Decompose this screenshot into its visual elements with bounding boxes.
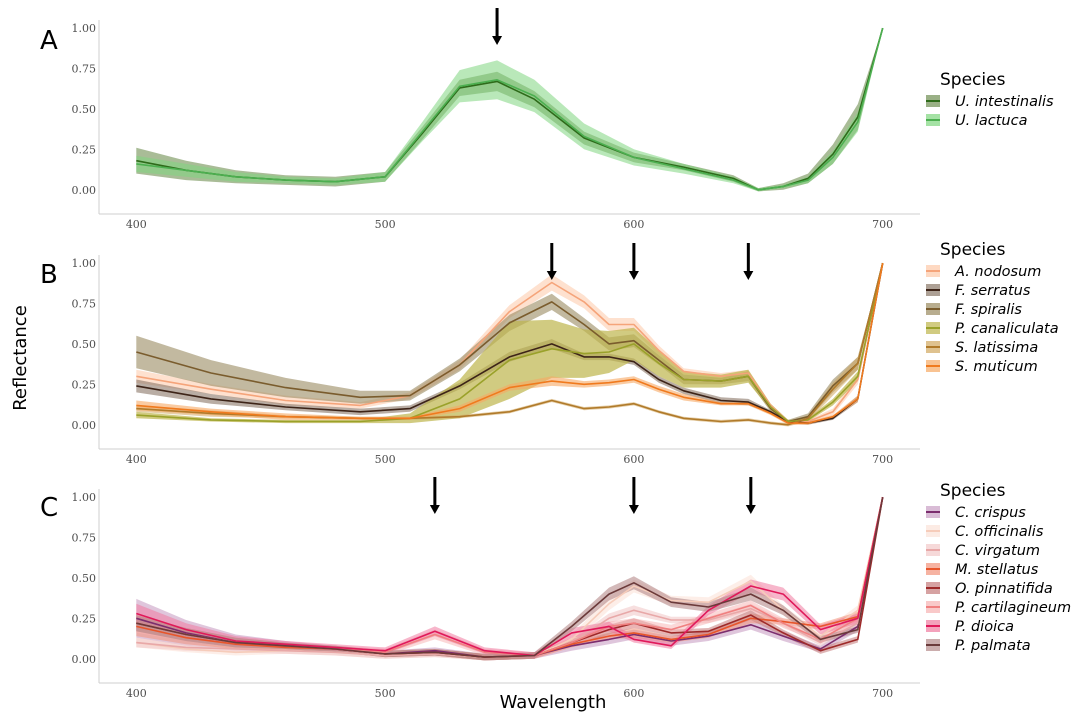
panel-b-plot: 0.00 0.25 0.50 0.75 1.00 400 500 600 700: [72, 243, 920, 466]
series-line: [136, 262, 884, 423]
legend-entry-label: O. pinnatifida: [955, 581, 1053, 597]
series-line: [136, 496, 884, 658]
y-tick-label: 0.25: [72, 143, 97, 156]
y-tick-label: 0.50: [72, 338, 97, 351]
series-band: [136, 28, 883, 192]
legend-entry-label: P. palmata: [955, 638, 1031, 654]
series-line: [136, 262, 884, 424]
legend-entry-label: P. dioica: [955, 619, 1014, 635]
arrow-head: [628, 271, 639, 280]
legend-title: Species: [940, 481, 1006, 501]
y-tick-label: 1.00: [72, 22, 97, 35]
legend-title: Species: [940, 70, 1006, 90]
panel-a-plot: 0.00 0.25 0.50 0.75 1.00 400 500 600 700: [72, 8, 920, 231]
x-tick-label: 400: [126, 687, 147, 700]
series-band: [136, 497, 883, 661]
legend-title: Species: [940, 240, 1006, 260]
y-tick-label: 0.50: [72, 572, 97, 585]
y-tick-label: 0.50: [72, 103, 97, 116]
arrow-head: [492, 36, 503, 45]
x-tick-label: 500: [375, 453, 396, 466]
panel-c: C 0.00 0.25 0.50 0.75 1.00 400 500 600 700 Speci…: [40, 477, 1071, 700]
x-tick-label: 400: [126, 453, 147, 466]
legend-entry-label: M. stellatus: [955, 562, 1039, 578]
arrow-head: [628, 505, 639, 514]
panel-a: A 0.00 0.25 0.50 0.75 1.00 400 500 600 700 Speci…: [40, 8, 1054, 231]
y-tick-label: 0.75: [72, 298, 97, 311]
series-band: [136, 28, 883, 192]
panel-a-legend: Species U. intestinalis U. lactuca: [926, 70, 1054, 129]
series-band: [136, 263, 883, 424]
panel-b: B 0.00 0.25 0.50 0.75 1.00 400 500 600 700 Speci…: [40, 240, 1059, 466]
x-tick-label: 700: [872, 218, 893, 231]
x-tick-label: 600: [623, 218, 644, 231]
y-tick-label: 0.00: [72, 419, 97, 432]
legend-entry-label: U. lactuca: [955, 113, 1027, 129]
series-line: [136, 27, 884, 191]
series-line: [136, 27, 884, 191]
y-tick-label: 0.25: [72, 378, 97, 391]
arrow-head: [546, 271, 557, 280]
y-tick-label: 0.00: [72, 653, 97, 666]
legend-entry-label: C. officinalis: [955, 524, 1044, 540]
legend-entry-label: F. serratus: [955, 283, 1031, 299]
series-line: [136, 262, 884, 423]
y-tick-label: 1.00: [72, 257, 97, 270]
series-band: [136, 263, 883, 425]
x-tick-label: 500: [375, 687, 396, 700]
x-tick-label: 700: [872, 687, 893, 700]
legend-entry-label: P. cartilagineum: [955, 600, 1071, 616]
y-tick-label: 0.75: [72, 63, 97, 76]
legend-entry-label: C. crispus: [955, 505, 1026, 521]
panel-c-legend: Species C. crispus C. officinalis C. virgat…: [926, 481, 1071, 654]
legend-entry-label: C. virgatum: [955, 543, 1040, 559]
x-tick-label: 400: [126, 218, 147, 231]
y-axis-title: Reflectance: [10, 305, 31, 411]
legend-entry-label: A. nodosum: [954, 264, 1041, 280]
y-tick-label: 1.00: [72, 491, 97, 504]
x-tick-label: 500: [375, 218, 396, 231]
panel-c-letter: C: [40, 493, 58, 523]
legend-entry-label: U. intestinalis: [955, 94, 1054, 110]
x-axis-title: Wavelength: [500, 692, 607, 713]
arrow-head: [745, 505, 756, 514]
series-line: [136, 496, 884, 658]
y-tick-label: 0.25: [72, 612, 97, 625]
series-band: [136, 497, 883, 661]
panel-a-letter: A: [40, 26, 58, 56]
arrow-head: [429, 505, 440, 514]
y-tick-label: 0.75: [72, 532, 97, 545]
y-tick-label: 0.00: [72, 184, 97, 197]
x-tick-label: 700: [872, 453, 893, 466]
panel-b-letter: B: [40, 260, 58, 290]
legend-entry-label: P. canaliculata: [955, 321, 1059, 337]
x-tick-label: 600: [623, 687, 644, 700]
panel-b-legend: Species A. nodosum F. serratus F. spiralis P…: [926, 240, 1059, 375]
legend-entry-label: S. muticum: [955, 359, 1038, 375]
legend-entry-label: F. spiralis: [955, 302, 1022, 318]
series-line: [136, 496, 884, 657]
panel-c-plot: 0.00 0.25 0.50 0.75 1.00 400 500 600 700: [72, 477, 920, 700]
legend-entry-label: S. latissima: [955, 340, 1038, 356]
arrow-head: [743, 271, 754, 280]
x-tick-label: 600: [623, 453, 644, 466]
series-band: [136, 497, 883, 659]
